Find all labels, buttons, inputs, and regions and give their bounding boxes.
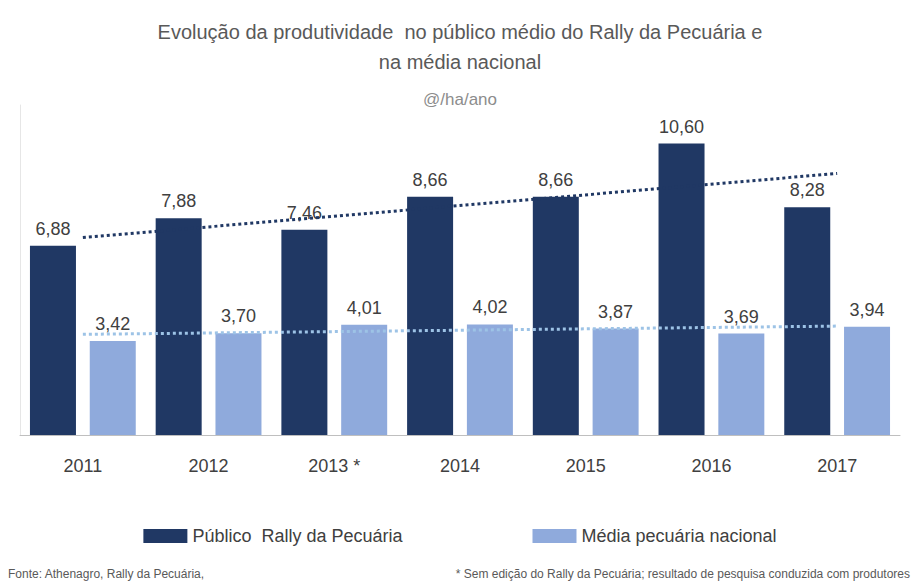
- svg-text:2014: 2014: [440, 456, 480, 476]
- svg-text:2015: 2015: [566, 456, 606, 476]
- svg-text:6,88: 6,88: [35, 219, 70, 239]
- svg-text:Fonte: Athenagro, Rally da Pec: Fonte: Athenagro, Rally da Pecuária,: [8, 567, 204, 581]
- svg-text:10,60: 10,60: [659, 117, 704, 137]
- svg-text:2017: 2017: [817, 456, 857, 476]
- svg-text:3,94: 3,94: [850, 300, 885, 320]
- svg-text:7,88: 7,88: [161, 191, 196, 211]
- svg-text:8,66: 8,66: [413, 170, 448, 190]
- svg-text:7,46: 7,46: [286, 202, 322, 223]
- svg-text:2016: 2016: [691, 456, 731, 476]
- svg-text:Público Rally da Pecuária: Público Rally da Pecuária: [192, 526, 403, 546]
- svg-text:3,69: 3,69: [724, 307, 759, 327]
- svg-text:3,87: 3,87: [598, 302, 633, 322]
- svg-text:3,42: 3,42: [95, 314, 130, 334]
- svg-text:3,70: 3,70: [221, 306, 256, 326]
- svg-text:8,28: 8,28: [790, 180, 825, 200]
- svg-text:Evolução da produtividade no: Evolução da produtividade no público méd…: [158, 21, 763, 43]
- svg-text:4,02: 4,02: [472, 297, 507, 317]
- svg-text:Média pecuária nacional: Média pecuária nacional: [581, 526, 776, 546]
- svg-text:na média nacional: na média nacional: [379, 51, 541, 73]
- svg-text:* Sem edição do Rally da Pecuá: * Sem edição do Rally da Pecuária; resul…: [456, 567, 910, 581]
- svg-text:2012: 2012: [189, 456, 229, 476]
- svg-text:2013 *: 2013 *: [308, 456, 360, 476]
- svg-text:@/ha/ano: @/ha/ano: [423, 90, 497, 109]
- svg-text:2011: 2011: [63, 456, 102, 476]
- svg-text:8,66: 8,66: [538, 170, 573, 190]
- svg-text:4,01: 4,01: [347, 298, 382, 318]
